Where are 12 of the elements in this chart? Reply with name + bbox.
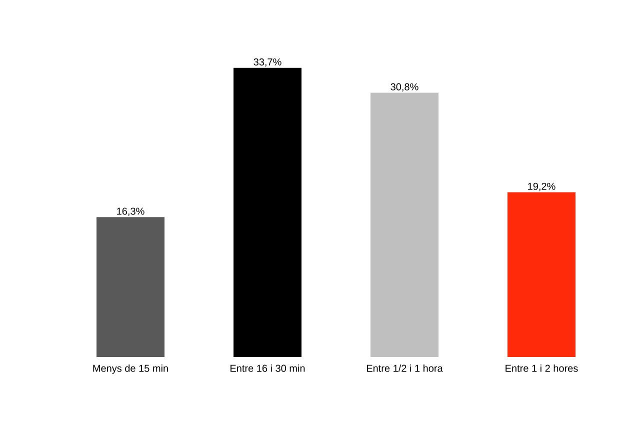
bar [508, 192, 576, 357]
bar [96, 217, 165, 357]
x-tick-label: Menys de 15 min [93, 364, 168, 374]
data-label: 33,7% [254, 58, 282, 67]
data-label: 16,3% [117, 208, 144, 216]
bar [234, 68, 302, 357]
bar [370, 92, 439, 357]
x-tick-label: Entre 16 i 30 min [230, 364, 305, 372]
x-tick-label: Entre 1/2 i 1 hora [366, 364, 443, 372]
data-label: 30,8% [390, 83, 418, 92]
data-label: 19,2% [528, 182, 556, 192]
x-tick-label: Entre 1 i 2 hores [506, 364, 578, 372]
